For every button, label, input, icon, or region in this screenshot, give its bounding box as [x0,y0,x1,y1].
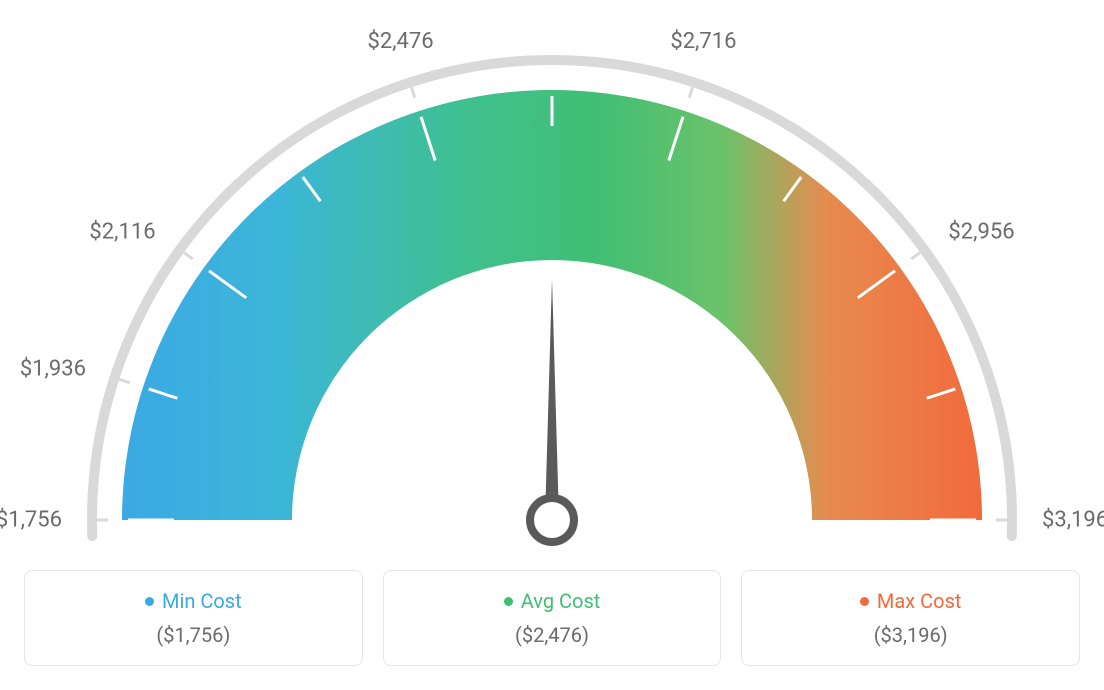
min-dot [145,597,154,606]
gauge-tick-label: $1,756 [0,508,62,533]
min-cost-title: Min Cost [145,589,242,613]
gauge-tick-label: $2,116 [89,219,155,244]
max-cost-card: Max Cost ($3,196) [741,570,1080,666]
gauge-svg [0,20,1104,580]
gauge-tick-label: $2,716 [670,29,736,54]
avg-cost-value: ($2,476) [404,623,701,647]
max-cost-title: Max Cost [860,589,962,613]
avg-cost-title: Avg Cost [504,589,601,613]
avg-cost-label: Avg Cost [521,589,601,613]
gauge-tick-label: $2,476 [368,29,434,54]
min-cost-card: Min Cost ($1,756) [24,570,363,666]
avg-dot [504,597,513,606]
max-dot [860,597,869,606]
max-cost-label: Max Cost [877,589,962,613]
gauge-tick-label: $2,956 [948,219,1014,244]
min-cost-label: Min Cost [162,589,242,613]
gauge-tick-label: $3,196 [1042,508,1104,533]
max-cost-value: ($3,196) [762,623,1059,647]
avg-cost-card: Avg Cost ($2,476) [383,570,722,666]
min-cost-value: ($1,756) [45,623,342,647]
gauge-tick-label: $1,936 [20,356,86,381]
gauge-chart: $1,756 $1,936 $2,116 $2,476 $2,716 $2,956 $3,1… [0,0,1104,560]
legend-cards: Min Cost ($1,756) Avg Cost ($2,476) Max … [0,570,1104,666]
